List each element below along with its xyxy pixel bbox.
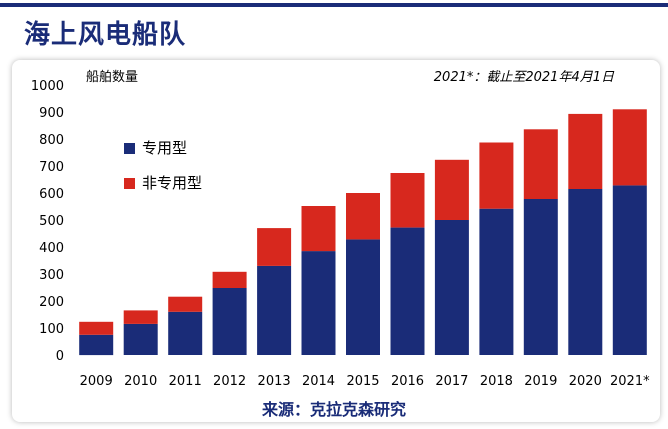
y-tick-label: 500 (39, 214, 64, 229)
source-note: 来源：克拉克森研究 (261, 400, 406, 419)
bar-non-dedicated (612, 109, 647, 186)
x-tick-label: 2018 (480, 374, 513, 389)
bar-dedicated (568, 188, 603, 355)
bar-non-dedicated (523, 129, 558, 199)
bar-non-dedicated (434, 159, 469, 220)
y-tick-label: 0 (56, 349, 64, 364)
chart-note: 2021*：截止至2021年4月1日 (434, 70, 615, 85)
x-tick-label: 2017 (435, 374, 468, 389)
bar-non-dedicated (168, 296, 203, 312)
x-tick-label: 2010 (124, 374, 157, 389)
bar-dedicated (390, 227, 425, 355)
bar-dedicated (257, 265, 292, 355)
legend-swatch-non-dedicated (124, 178, 135, 189)
x-tick-label: 2016 (391, 374, 424, 389)
page-title: 海上风电船队 (24, 20, 187, 50)
bar-non-dedicated (390, 173, 425, 228)
header-rule (0, 3, 668, 7)
y-tick-label: 1000 (31, 79, 64, 94)
y-axis-label: 船舶数量 (86, 69, 138, 85)
x-tick-label: 2013 (258, 374, 291, 389)
y-tick-label: 600 (39, 187, 64, 202)
x-tick-label: 2011 (169, 374, 202, 389)
bar-dedicated (123, 323, 158, 355)
bar-non-dedicated (123, 310, 158, 324)
legend-label-dedicated: 专用型 (142, 139, 187, 157)
x-tick-label: 2019 (524, 374, 557, 389)
y-tick-label: 100 (39, 322, 64, 337)
bar-non-dedicated (568, 113, 603, 189)
bar-dedicated (434, 220, 469, 355)
bar-non-dedicated (212, 271, 247, 288)
y-tick-label: 400 (39, 241, 64, 256)
bar-dedicated (168, 311, 203, 355)
bar-non-dedicated (79, 321, 114, 335)
bar-dedicated (523, 198, 558, 355)
bar-dedicated (612, 185, 647, 355)
x-tick-label: 2021* (610, 374, 650, 389)
legend-label-non-dedicated: 非专用型 (142, 174, 202, 192)
x-tick-label: 2009 (80, 374, 113, 389)
bar-non-dedicated (479, 142, 514, 209)
y-tick-label: 900 (39, 106, 64, 121)
bar-non-dedicated (257, 228, 292, 266)
y-tick-label: 300 (39, 268, 64, 283)
legend-swatch-dedicated (124, 143, 135, 154)
bar-dedicated (79, 334, 114, 356)
x-tick-label: 2015 (346, 374, 379, 389)
bar-dedicated (212, 288, 247, 355)
y-tick-label: 800 (39, 133, 64, 148)
x-tick-label: 2012 (213, 374, 246, 389)
bar-non-dedicated (346, 193, 380, 240)
bar-non-dedicated (301, 206, 336, 252)
x-tick-label: 2020 (569, 374, 602, 389)
bar-dedicated (346, 239, 380, 355)
y-tick-label: 200 (39, 295, 64, 310)
bar-dedicated (301, 251, 336, 355)
y-tick-label: 700 (39, 160, 64, 175)
x-tick-label: 2014 (302, 374, 335, 389)
bar-dedicated (479, 208, 514, 355)
